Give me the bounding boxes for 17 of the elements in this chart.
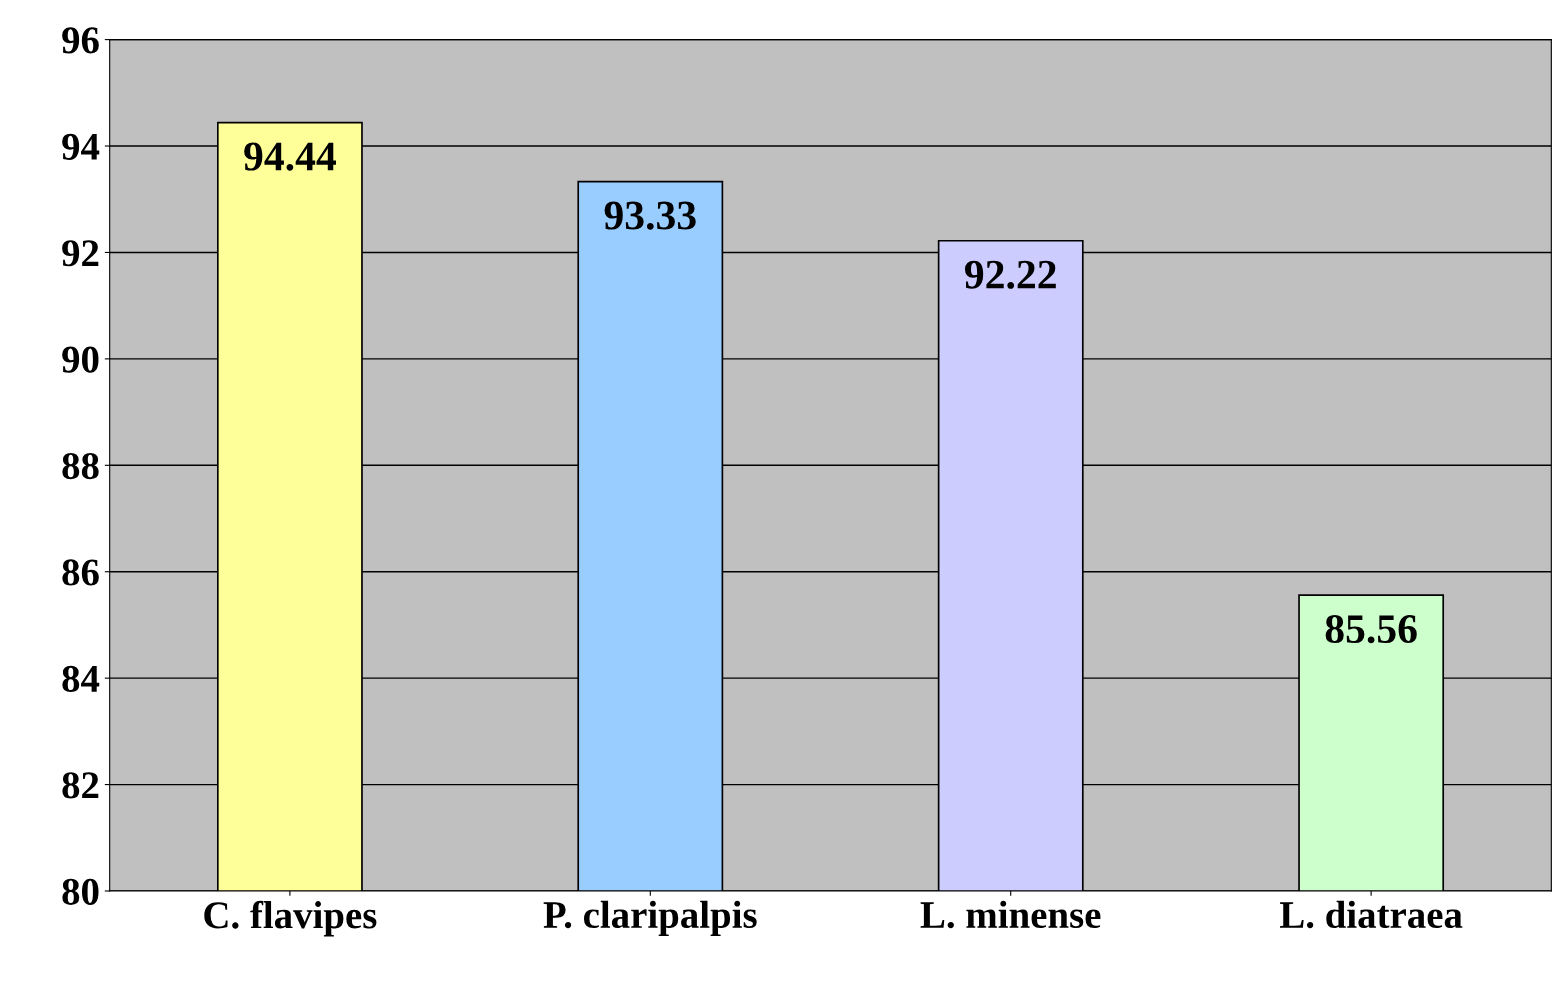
x-tick-label: L. diatraea [1279, 900, 1463, 929]
y-tick-label: 94 [62, 133, 100, 160]
data-label: 92.22 [964, 260, 1056, 289]
y-tick-label: 80 [62, 878, 99, 905]
y-tick-label: 86 [62, 559, 99, 586]
y-tick-label: 82 [62, 772, 99, 799]
y-tick-label: 90 [62, 346, 99, 373]
data-label: 85.56 [1325, 614, 1417, 644]
x-tick-label: L. minense [920, 900, 1101, 929]
y-tick-label: 88 [62, 452, 99, 480]
data-label: 94.44 [244, 142, 336, 171]
data-label: 93.33 [604, 201, 696, 230]
x-tick-label: P. claripalpis [543, 900, 757, 936]
x-tick-label: C. flavipes [204, 900, 377, 937]
y-tick-label: 96 [62, 27, 99, 54]
y-tick-label: 92 [62, 240, 99, 267]
y-tick-label: 84 [62, 665, 100, 693]
